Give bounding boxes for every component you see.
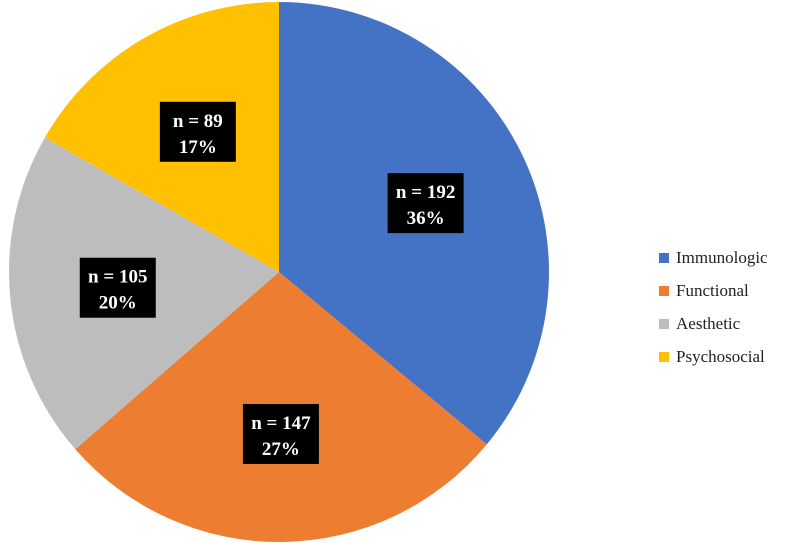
legend: Immunologic Functional Aesthetic Psychos… bbox=[659, 241, 768, 373]
data-label-box bbox=[79, 257, 156, 318]
legend-item-aesthetic: Aesthetic bbox=[659, 307, 768, 340]
data-label-percent: 27% bbox=[262, 439, 300, 460]
data-label-box bbox=[242, 403, 319, 464]
data-label-percent: 17% bbox=[179, 137, 217, 158]
legend-swatch bbox=[659, 285, 669, 296]
legend-label: Aesthetic bbox=[676, 313, 741, 333]
data-label-box bbox=[159, 101, 236, 162]
legend-item-psychosocial: Psychosocial bbox=[659, 340, 768, 373]
legend-swatch bbox=[659, 318, 669, 329]
data-label-percent: 20% bbox=[99, 293, 137, 314]
data-label-count: n = 105 bbox=[88, 267, 147, 288]
data-label-percent: 36% bbox=[407, 208, 445, 229]
data-label-count: n = 192 bbox=[396, 182, 455, 203]
legend-item-functional: Functional bbox=[659, 274, 768, 307]
data-label-box bbox=[387, 173, 464, 234]
legend-swatch bbox=[659, 252, 669, 263]
legend-swatch bbox=[659, 351, 669, 362]
legend-label: Psychosocial bbox=[676, 346, 765, 366]
legend-label: Functional bbox=[676, 280, 749, 300]
data-label-count: n = 147 bbox=[251, 413, 311, 434]
legend-label: Immunologic bbox=[676, 247, 768, 267]
legend-item-immunologic: Immunologic bbox=[659, 241, 768, 274]
pie-data-labels: n = 192 36% n = 147 27% n = 105 20% n = 89 17% bbox=[79, 101, 464, 464]
data-label-count: n = 89 bbox=[173, 111, 223, 132]
